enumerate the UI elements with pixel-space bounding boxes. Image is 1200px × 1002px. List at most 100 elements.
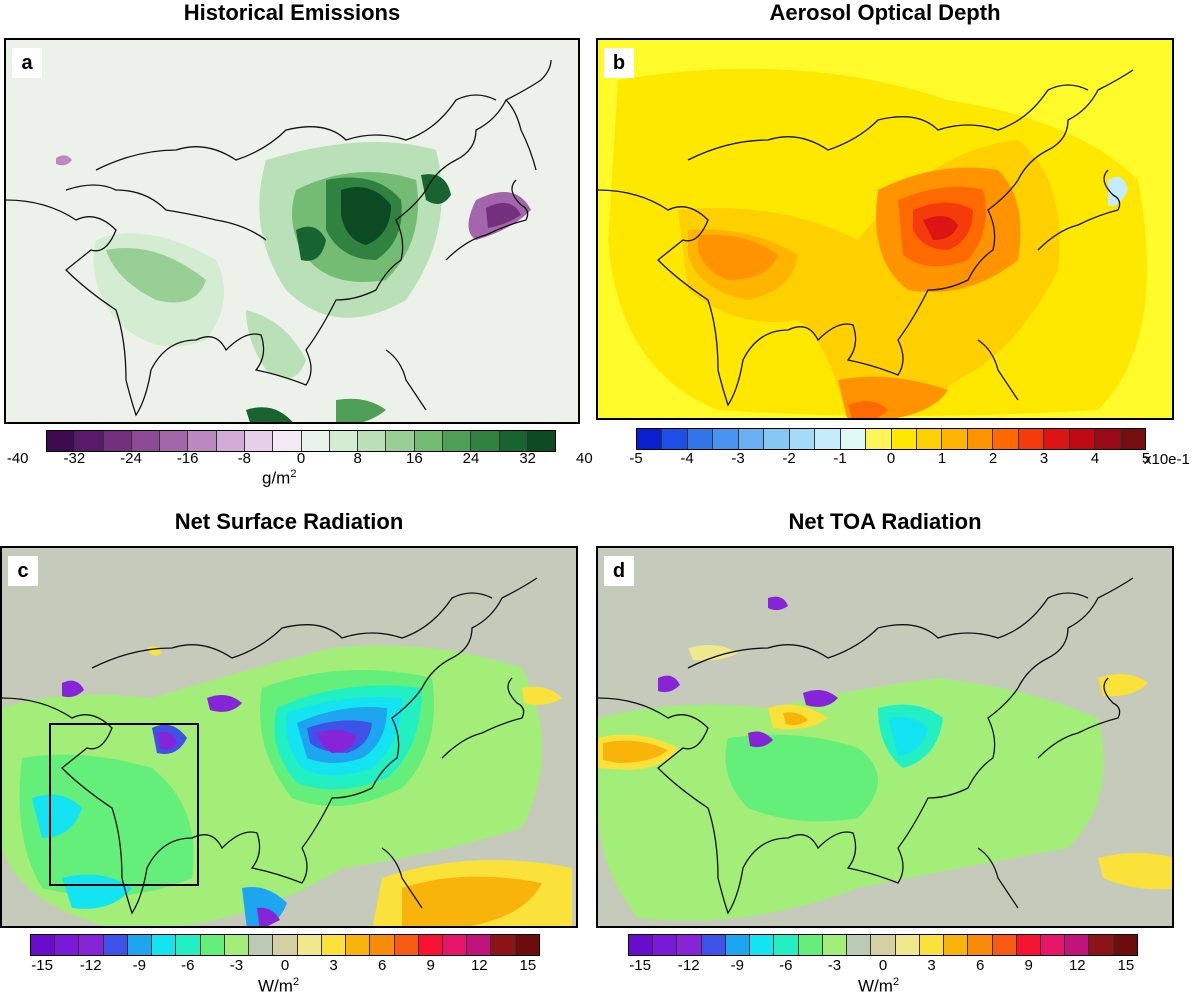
colorbar-tick-label: 0 (886, 450, 896, 467)
colorbar-tick-label: 12 (470, 957, 488, 974)
colorbar-tick-label: -9 (730, 957, 744, 974)
colorbar-swatch (891, 429, 917, 449)
colorbar-tick-label: 24 (462, 450, 480, 467)
colorbar-tick-label: -3 (229, 957, 244, 974)
colorbar-swatch (840, 429, 867, 449)
panel-title-b: Aerosol Optical Depth (769, 0, 1001, 25)
colorbar-d (628, 934, 1138, 956)
colorbar-swatch (750, 935, 775, 955)
colorbar-ticks-d: -15 -12 -9 -6 -3 0 3 6 9 12 15 (628, 957, 1138, 977)
colorbar-swatch (329, 431, 359, 451)
panel-title-a: Historical Emissions (183, 0, 401, 25)
colorbar-tick-label: -40 (6, 450, 29, 467)
colorbar-tick-label: -3 (827, 957, 842, 974)
colorbar-tick-label: 15 (1117, 957, 1135, 974)
map-d-field (598, 548, 1172, 926)
colorbar-unit-b: x10e-1 (1144, 451, 1190, 468)
colorbar-swatch (662, 429, 688, 449)
colorbar-swatch (942, 429, 968, 449)
colorbar-a (46, 430, 556, 452)
colorbar-swatch (224, 935, 250, 955)
colorbar-tick-label: -6 (779, 957, 793, 974)
colorbar-tick-label: 0 (878, 957, 888, 974)
colorbar-swatch (637, 429, 663, 449)
map-d: d (596, 546, 1174, 928)
colorbar-swatch (297, 935, 322, 955)
panel-label-a: a (12, 48, 42, 78)
colorbar-swatch (386, 431, 415, 451)
colorbar-swatch (1016, 935, 1041, 955)
colorbar-swatch (629, 935, 654, 955)
colorbar-tick-label: 12 (1068, 957, 1086, 974)
colorbar-swatch (1018, 429, 1045, 449)
colorbar-c (30, 934, 540, 956)
colorbar-ticks-a: -40 -32 -24 -16 -8 0 8 16 24 32 40 (7, 450, 593, 470)
colorbar-swatch (764, 429, 790, 449)
map-b: b (596, 38, 1174, 420)
colorbar-swatch (442, 431, 472, 451)
colorbar-swatch (871, 935, 896, 955)
colorbar-swatch (815, 429, 841, 449)
colorbar-tick-label: 0 (280, 957, 290, 974)
colorbar-tick-label: 9 (1024, 957, 1033, 974)
colorbar-tick-label: 16 (405, 450, 423, 467)
colorbar-swatch (414, 431, 443, 451)
colorbar-swatch (1113, 935, 1137, 955)
colorbar-swatch (866, 429, 892, 449)
colorbar-swatch (442, 935, 468, 955)
colorbar-tick-label: -16 (176, 450, 199, 467)
map-c-field (2, 548, 576, 926)
colorbar-tick-label: -8 (237, 450, 251, 467)
colorbar-swatch (467, 935, 492, 955)
colorbar-tick-label: 3 (927, 957, 936, 974)
map-a-field (6, 40, 578, 422)
colorbar-ticks-b: -5 -4 -3 -2 -1 0 1 2 3 4 5 (629, 450, 1150, 470)
colorbar-swatch (160, 431, 189, 451)
colorbar-swatch (358, 431, 387, 451)
colorbar-swatch (301, 431, 330, 451)
colorbar-tick-label: 0 (296, 450, 306, 467)
colorbar-swatch (916, 429, 943, 449)
colorbar-swatch (75, 431, 104, 451)
colorbar-tick-label: -9 (132, 957, 146, 974)
colorbar-tick-label: -24 (120, 450, 142, 467)
colorbar-swatch (273, 431, 302, 451)
colorbar-b (636, 428, 1146, 450)
colorbar-swatch (993, 429, 1019, 449)
colorbar-unit-a: g/m2 (262, 468, 297, 488)
colorbar-swatch (1065, 935, 1090, 955)
colorbar-unit-c: W/m2 (258, 976, 300, 996)
colorbar-swatch (47, 431, 76, 451)
colorbar-swatch (1069, 429, 1096, 449)
colorbar-tick-label: 3 (329, 957, 338, 974)
panel-title-d: Net TOA Radiation (788, 509, 982, 534)
colorbar-tick-label: 8 (353, 450, 362, 467)
panel-label-c: c (8, 556, 38, 586)
colorbar-tick-label: -12 (79, 957, 102, 974)
colorbar-swatch (273, 935, 298, 955)
colorbar-swatch (79, 935, 104, 955)
colorbar-swatch (176, 935, 201, 955)
colorbar-swatch (515, 935, 539, 955)
colorbar-tick-label: -6 (181, 957, 195, 974)
colorbar-swatch (774, 935, 799, 955)
colorbar-tick-label: -1 (833, 450, 847, 467)
colorbar-swatch (471, 431, 500, 451)
colorbar-swatch (968, 935, 993, 955)
colorbar-tick-label: -15 (31, 957, 53, 974)
colorbar-tick-label: 4 (1090, 450, 1100, 467)
map-a: a (4, 38, 580, 424)
colorbar-tick-label: 40 (575, 450, 593, 467)
colorbar-swatch (103, 431, 132, 451)
colorbar-swatch (1095, 429, 1121, 449)
panel-label-b: b (604, 48, 634, 78)
colorbar-unit-d: W/m2 (858, 976, 900, 996)
colorbar-swatch (919, 935, 945, 955)
colorbar-swatch (713, 429, 739, 449)
colorbar-tick-label: 3 (1039, 450, 1049, 467)
colorbar-swatch (847, 935, 872, 955)
colorbar-swatch (103, 935, 128, 955)
map-c: c (0, 546, 578, 928)
colorbar-swatch (789, 429, 816, 449)
colorbar-swatch (131, 431, 161, 451)
